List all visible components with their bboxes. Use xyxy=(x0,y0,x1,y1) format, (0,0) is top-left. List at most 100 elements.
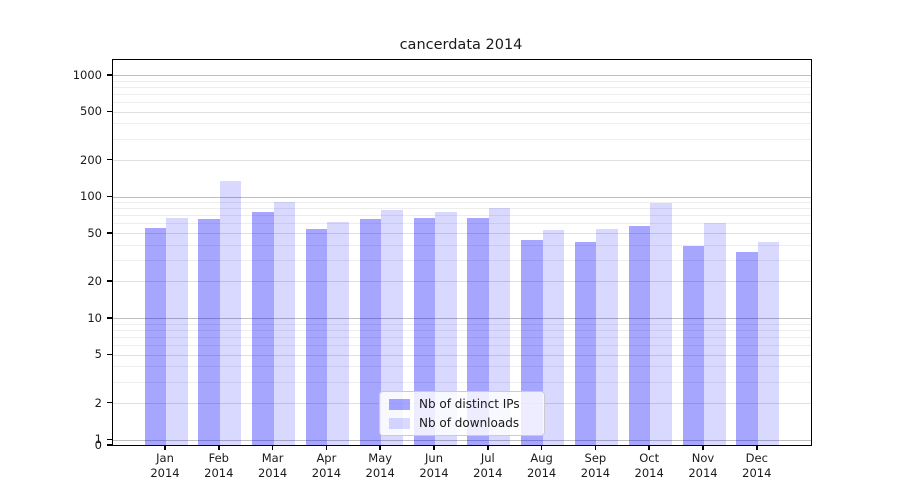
x-tick-mark xyxy=(702,445,704,450)
gridline xyxy=(113,354,811,356)
legend-item: Nb of distinct IPs xyxy=(389,397,535,411)
x-tick-year: 2014 xyxy=(365,466,395,480)
gridline xyxy=(113,93,811,95)
bar-downloads-jun xyxy=(435,211,457,445)
y-tick-label: 1000 xyxy=(72,67,102,82)
gridline xyxy=(113,101,811,103)
x-tick-mark xyxy=(540,445,543,450)
x-tick-label: May 2014 xyxy=(366,451,395,481)
gridline xyxy=(113,381,811,383)
bar-downloads-may xyxy=(381,209,403,445)
plot-area: Nb of distinct IPs Nb of downloads xyxy=(112,59,812,446)
x-tick-label: Sep 2014 xyxy=(581,451,610,481)
y-tick-label: 200 xyxy=(80,152,102,167)
x-tick-label: Jul 2014 xyxy=(473,451,502,481)
y-tick-label: 500 xyxy=(80,104,102,119)
x-tick-mark xyxy=(594,445,597,450)
x-tick-mark xyxy=(487,445,489,450)
y-tick-label: 50 xyxy=(87,225,102,240)
gridline xyxy=(113,111,811,113)
x-tick-year: 2014 xyxy=(419,466,449,480)
bar-downloads-oct xyxy=(650,203,672,445)
x-tick-label: Mar 2014 xyxy=(258,451,287,481)
bar-downloads-dec xyxy=(757,242,780,445)
bar-downloads-nov xyxy=(704,222,726,445)
legend-swatch-icon xyxy=(389,398,410,410)
y-tick-label: 5 xyxy=(94,347,102,362)
gridline xyxy=(113,208,811,210)
x-tick-month: Aug xyxy=(530,451,553,465)
x-tick-year: 2014 xyxy=(742,466,772,480)
legend-swatch-icon xyxy=(389,417,410,429)
x-tick-mark xyxy=(648,445,650,450)
bar-distinct-ips-may xyxy=(359,219,382,445)
y-tick-mark xyxy=(107,353,113,356)
x-tick-label: Dec 2014 xyxy=(742,451,771,481)
x-tick-year: 2014 xyxy=(580,466,611,480)
y-tick-label: 100 xyxy=(80,189,102,204)
gridline xyxy=(113,366,811,368)
x-tick-year: 2014 xyxy=(257,466,288,480)
gridline xyxy=(113,86,811,88)
chart-title: cancerdata 2014 xyxy=(399,37,523,53)
x-tick-year: 2014 xyxy=(688,466,718,480)
gridline xyxy=(113,80,811,82)
x-tick-month: Oct xyxy=(639,451,660,465)
y-tick-mark xyxy=(107,158,113,161)
y-tick-label: 10 xyxy=(87,310,102,325)
gridline xyxy=(113,159,811,161)
x-tick-year: 2014 xyxy=(526,466,557,480)
y-tick-mark xyxy=(107,317,113,319)
x-tick-label: Feb 2014 xyxy=(204,451,233,481)
x-tick-label: Jan 2014 xyxy=(150,451,179,481)
x-tick-label: Aug 2014 xyxy=(527,451,556,481)
gridline xyxy=(113,439,811,441)
y-tick-label: 2 xyxy=(94,395,102,410)
x-tick-label: Apr 2014 xyxy=(312,451,341,481)
gridline xyxy=(113,336,811,338)
gridline xyxy=(113,329,811,331)
gridline xyxy=(113,344,811,346)
gridline xyxy=(113,215,811,217)
bar-distinct-ips-sep xyxy=(574,242,597,445)
gridline xyxy=(113,202,811,204)
y-tick-mark xyxy=(107,444,113,446)
x-tick-month: Jun xyxy=(425,451,443,465)
x-tick-mark xyxy=(756,445,758,450)
x-tick-mark xyxy=(271,445,274,450)
bar-distinct-ips-feb xyxy=(198,219,220,445)
bar-downloads-jan xyxy=(166,218,188,445)
bar-downloads-apr xyxy=(327,221,349,445)
y-tick-mark xyxy=(107,110,113,113)
x-tick-month: Feb xyxy=(208,451,229,465)
x-tick-month: Dec xyxy=(745,451,768,465)
bar-distinct-ips-nov xyxy=(682,246,704,445)
legend-label: Nb of downloads xyxy=(419,416,520,430)
bar-downloads-jul xyxy=(488,207,511,445)
x-tick-year: 2014 xyxy=(150,466,180,480)
y-tick-mark xyxy=(107,401,113,404)
x-tick-label: Jun 2014 xyxy=(419,451,448,481)
y-tick-label: 1 xyxy=(94,432,102,447)
x-tick-month: May xyxy=(368,451,393,465)
bar-distinct-ips-jul xyxy=(467,218,489,445)
x-tick-year: 2014 xyxy=(204,466,234,480)
gridline xyxy=(113,233,811,235)
x-tick-year: 2014 xyxy=(634,466,664,480)
x-tick-mark xyxy=(433,445,435,450)
legend-label: Nb of distinct IPs xyxy=(419,397,520,411)
gridline xyxy=(113,260,811,262)
x-tick-mark xyxy=(379,445,381,450)
bar-distinct-ips-mar xyxy=(252,211,274,445)
y-tick-label: 20 xyxy=(87,274,102,289)
gridline xyxy=(113,123,811,125)
gridline xyxy=(113,318,811,319)
gridline xyxy=(113,323,811,325)
gridline xyxy=(113,244,811,246)
legend-item: Nb of downloads xyxy=(389,416,535,430)
gridline xyxy=(113,75,811,76)
y-tick-mark xyxy=(107,232,113,234)
x-tick-month: Apr xyxy=(316,451,337,465)
x-tick-year: 2014 xyxy=(311,466,342,480)
